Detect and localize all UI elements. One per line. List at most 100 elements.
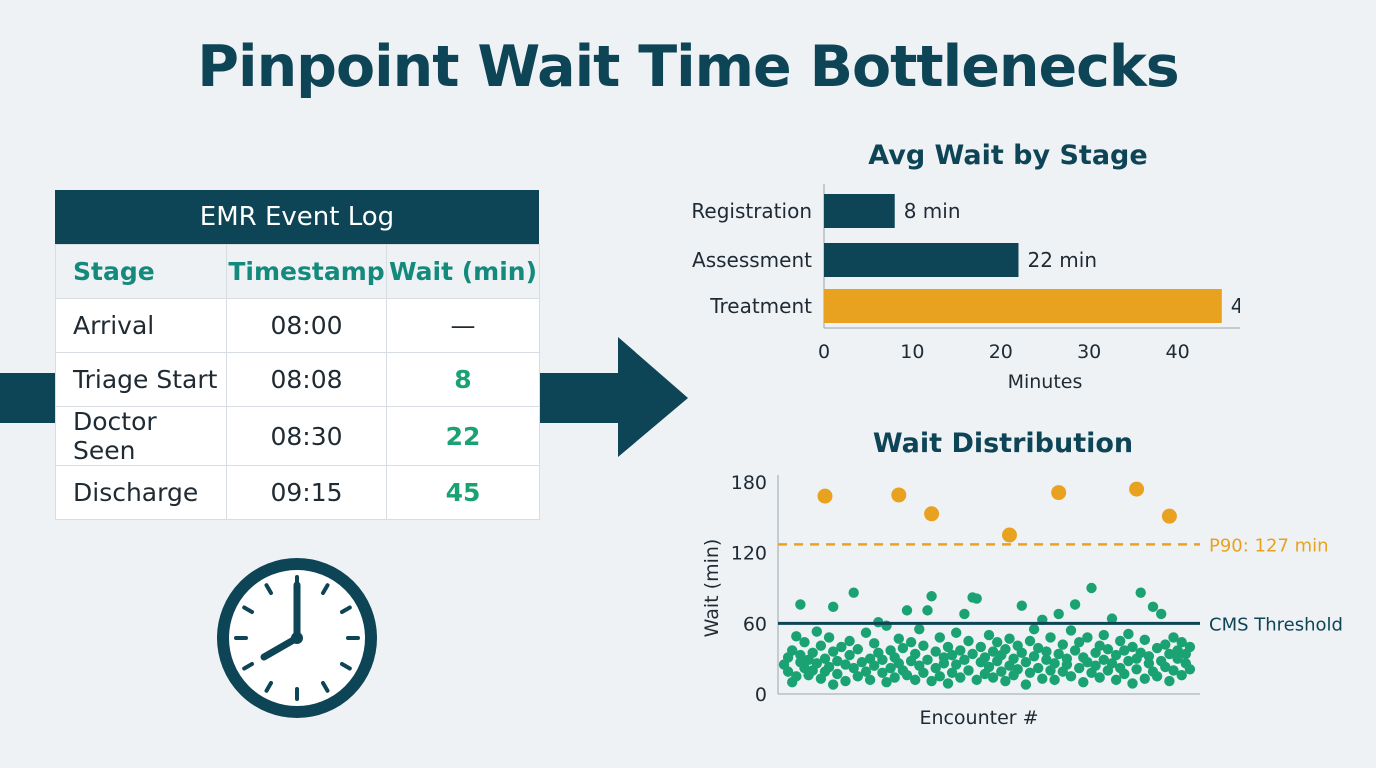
stage-cell: Doctor Seen (55, 406, 227, 466)
scatter-point (1123, 628, 1134, 640)
scatter-point (905, 636, 917, 648)
page-title: Pinpoint Wait Time Bottlenecks (197, 34, 1179, 100)
scatter-point (787, 645, 798, 656)
scatter-point (914, 624, 925, 635)
bar-category-label: Treatment (709, 294, 812, 318)
scatter-point (828, 646, 839, 657)
outlier-point (1051, 485, 1067, 501)
arrow-shaft-left (0, 373, 56, 423)
arrow-shaft-right (539, 373, 621, 423)
bar (824, 243, 1019, 277)
scatter-point (926, 591, 937, 602)
column-header-stage: Stage (55, 244, 227, 299)
bar-value-label: 8 min (904, 199, 961, 223)
scatter-point (1065, 625, 1077, 636)
scatter-point (832, 668, 843, 680)
column-header-wait: Wait (min) (386, 244, 540, 299)
bar-chart-title: Avg Wait by Stage (868, 140, 1148, 171)
scatter-point (1184, 641, 1196, 653)
scatter-y-tick-label: 60 (743, 613, 767, 635)
scatter-point (1147, 601, 1159, 613)
scatter-point (992, 636, 1003, 648)
p90-label: P90: 127 min (1209, 535, 1329, 556)
scatter-point (1037, 673, 1048, 684)
scatter-point (983, 661, 995, 673)
cms-threshold-label: CMS Threshold (1209, 614, 1343, 635)
bar-x-tick-label: 20 (989, 341, 1013, 363)
scatter-point (877, 654, 888, 666)
scatter-point (1020, 657, 1032, 668)
scatter-point (1020, 679, 1032, 690)
scatter-point (1164, 675, 1175, 687)
scatter-point (1184, 664, 1196, 675)
right-arrow-icon (0, 337, 688, 457)
scatter-point (983, 629, 995, 641)
scatter-point (1028, 651, 1040, 662)
bar (824, 194, 895, 228)
clock-icon (217, 558, 377, 718)
scatter-point (832, 655, 843, 667)
scatter-point (1008, 653, 1019, 664)
bar-value-label: 22 min (1027, 248, 1097, 272)
scatter-point (1151, 642, 1163, 654)
scatter-point (1012, 664, 1023, 675)
scatter-point (1024, 635, 1036, 647)
table-row: Doctor Seen 08:30 22 (55, 406, 540, 466)
bar-category-label: Assessment (692, 248, 812, 272)
scatter-point (1024, 667, 1036, 678)
wait-cell: 8 (386, 352, 540, 407)
outlier-point (1161, 508, 1177, 524)
scatter-point (1078, 677, 1089, 688)
scatter-point (951, 627, 962, 638)
scatter-point (1000, 675, 1011, 687)
bar-category-label: Registration (691, 199, 812, 223)
scatter-point (889, 672, 900, 683)
scatter-x-axis-label: Encounter # (919, 707, 1038, 729)
table-row: Discharge 09:15 45 (55, 465, 540, 520)
scatter-point (1160, 661, 1171, 673)
scatter-point (860, 627, 872, 638)
scatter-point (959, 654, 970, 666)
scatter-point (1065, 671, 1077, 682)
scatter-point (963, 665, 974, 676)
scatter-point (930, 646, 941, 657)
scatter-point (1061, 659, 1073, 670)
timestamp-cell: 09:15 (226, 465, 387, 520)
scatter-point (934, 632, 945, 643)
scatter-point (1119, 645, 1130, 656)
scatter-point (934, 671, 945, 682)
scatter-point (1041, 654, 1052, 666)
scatter-point (791, 671, 802, 682)
table-row: Triage Start 08:08 8 (55, 352, 540, 407)
stage-cell: Arrival (55, 298, 227, 353)
scatter-point (959, 608, 970, 620)
scatter-point (926, 675, 937, 687)
scatter-point (799, 636, 810, 648)
scatter-point (1053, 608, 1064, 620)
scatter-point (1102, 644, 1114, 655)
column-header-timestamp: Timestamp (226, 244, 387, 299)
outlier-point (924, 506, 940, 522)
scatter-point (1069, 645, 1081, 656)
scatter-point (1053, 648, 1064, 660)
scatter-point (918, 667, 929, 678)
scatter-point (1139, 634, 1150, 646)
scatter-point (869, 660, 880, 671)
scatter-point (852, 644, 863, 655)
scatter-point (951, 659, 962, 670)
scatter-point (910, 674, 921, 686)
scatter-point (1094, 640, 1105, 651)
scatter-point (1000, 644, 1011, 655)
scatter-point (815, 640, 827, 651)
scatter-point (930, 662, 941, 674)
stage-cell: Discharge (55, 465, 227, 520)
scatter-point (877, 667, 888, 678)
scatter-point (811, 658, 822, 669)
scatter-point (942, 641, 954, 653)
timestamp-cell: 08:30 (226, 406, 387, 466)
clock-hour-hand (260, 634, 301, 661)
stage-cell: Triage Start (55, 352, 227, 407)
wait-cell: 45 (386, 465, 540, 520)
scatter-point (840, 675, 851, 687)
scatter-point (791, 631, 802, 642)
